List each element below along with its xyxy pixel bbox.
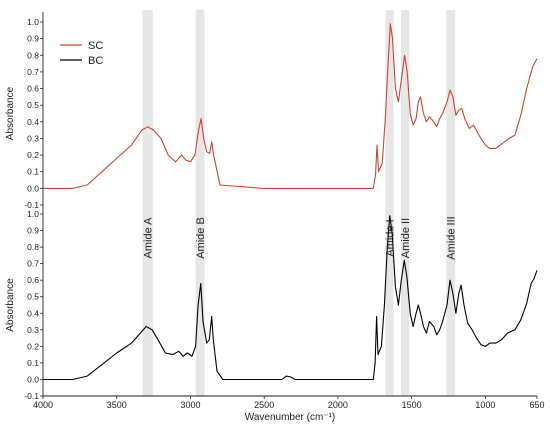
x-tick-label: 4000: [33, 400, 53, 410]
labels: Absorbance Absorbance Wavenumber (cm⁻¹) Ami…: [5, 40, 458, 423]
y-tick-label: 0.8: [27, 242, 39, 252]
y-tick-label: 0.7: [27, 259, 39, 269]
series-sc: [43, 23, 538, 189]
x-tick-label: 2500: [254, 400, 274, 410]
band-label-amide-iii: Amide III: [446, 216, 458, 259]
band-label-amide-a: Amide A: [143, 217, 155, 259]
y-tick-label: 0.9: [27, 34, 39, 44]
y-tick-label: 0.9: [27, 226, 39, 236]
y-tick-label: 0.8: [27, 50, 39, 60]
x-axis-label: Wavenumber (cm⁻¹): [245, 412, 335, 423]
band-amide-a: [142, 10, 153, 396]
y-tick-label: 0.3: [27, 325, 39, 335]
y-tick-label: 0.6: [27, 275, 39, 285]
x-tick-label: 3000: [180, 400, 200, 410]
x-tick-label: 1000: [475, 400, 495, 410]
band-amide-iii: [446, 10, 456, 396]
series-bc: [43, 215, 538, 381]
y-axis-label-2: Absorbance: [5, 278, 16, 332]
legend-label-bc: BC: [88, 55, 103, 67]
x-tick-label: 2000: [328, 400, 348, 410]
band-amide-ii: [400, 10, 410, 396]
y-tick-label: 0.2: [27, 150, 39, 160]
band-label-amide-b: Amide B: [195, 217, 207, 259]
band-amide-b: [195, 10, 205, 396]
y-tick-label: 1.0: [27, 209, 39, 219]
y-tick-label: 0.0: [27, 183, 39, 193]
band-label-amide-ii: Amide II: [400, 218, 412, 258]
y-tick-label: 0.7: [27, 67, 39, 77]
y-tick-label: -0.1: [24, 391, 39, 401]
y-axis-label-1: Absorbance: [5, 86, 16, 140]
y-tick-label: 1.0: [27, 17, 39, 27]
spectra: [43, 23, 538, 381]
y-tick-label: -0.1: [24, 200, 39, 210]
y-tick-label: 0.3: [27, 133, 39, 143]
band-label-amide-i: Amide I: [385, 219, 397, 256]
x-tick-label: 1500: [402, 400, 422, 410]
legend-label-sc: SC: [88, 40, 103, 52]
y-tick-label: 0.1: [27, 358, 39, 368]
y-tick-label: 0.4: [27, 308, 39, 318]
x-tick-label: 3500: [107, 400, 127, 410]
y-tick-label: 0.2: [27, 341, 39, 351]
x-tick-label: 650: [529, 400, 544, 410]
y-tick-label: 0.5: [27, 292, 39, 302]
y-tick-label: 0.4: [27, 117, 39, 127]
y-tick-label: 0.1: [27, 167, 39, 177]
band-amide-i: [385, 10, 394, 396]
axes: -0.10.00.10.20.30.40.50.60.70.80.91.0-0.…: [24, 12, 545, 410]
y-tick-label: 0.5: [27, 100, 39, 110]
amide-bands: [142, 10, 456, 396]
y-tick-label: 0.0: [27, 374, 39, 384]
y-tick-label: 0.6: [27, 84, 39, 94]
